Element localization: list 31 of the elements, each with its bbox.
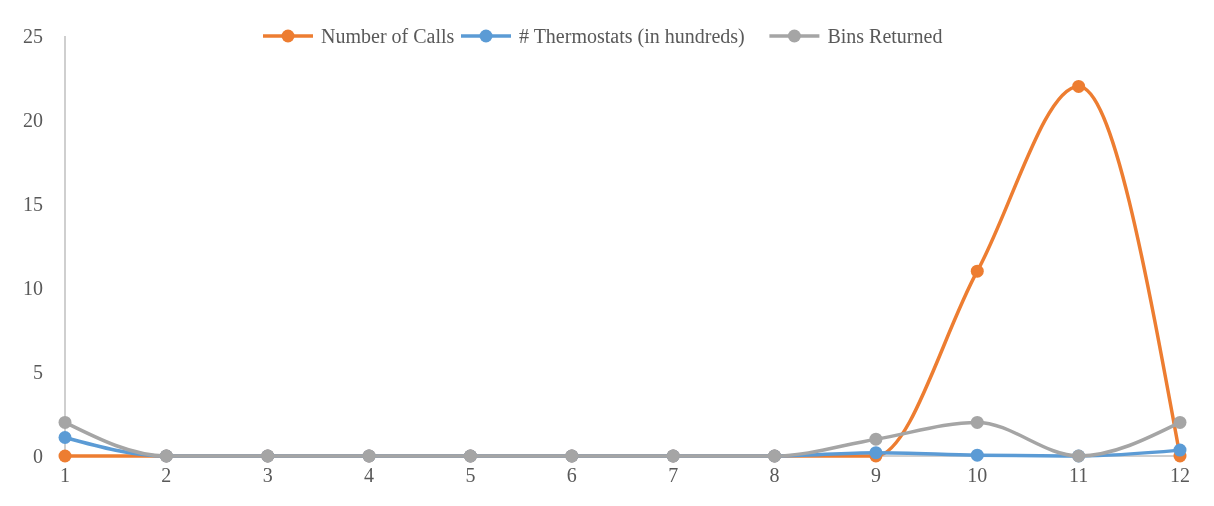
y-tick-label: 10	[23, 277, 43, 299]
x-tick-label: 9	[870, 464, 881, 486]
point	[869, 432, 883, 446]
legend-label: Number of Calls	[321, 25, 455, 47]
x-tick-label: 4	[364, 464, 375, 486]
y-tick-label: 15	[23, 193, 43, 215]
point	[1072, 79, 1086, 93]
point	[58, 431, 72, 445]
point	[970, 448, 984, 462]
point	[58, 415, 72, 429]
x-tick-label: 8	[769, 464, 780, 486]
x-tick-label: 5	[465, 464, 476, 486]
y-tick-label: 20	[23, 109, 43, 131]
x-tick-label: 7	[668, 464, 679, 486]
x-tick-label: 1	[60, 464, 70, 486]
point	[58, 449, 72, 463]
point	[1173, 415, 1187, 429]
point	[970, 264, 984, 278]
y-tick-label: 0	[33, 445, 43, 467]
x-tick-label: 10	[967, 464, 988, 486]
x-tick-label: 11	[1069, 464, 1089, 486]
legend-label: # Thermostats (in hundreds)	[519, 25, 745, 48]
x-tick-label: 12	[1170, 464, 1190, 486]
x-tick-label: 3	[262, 464, 273, 486]
point	[1173, 443, 1187, 457]
y-tick-label: 5	[33, 361, 43, 383]
y-tick-label: 25	[23, 25, 43, 47]
x-tick-label: 6	[566, 464, 577, 486]
x-tick-label: 2	[161, 464, 172, 486]
legend-label: Bins Returned	[827, 25, 943, 47]
point	[970, 415, 984, 429]
